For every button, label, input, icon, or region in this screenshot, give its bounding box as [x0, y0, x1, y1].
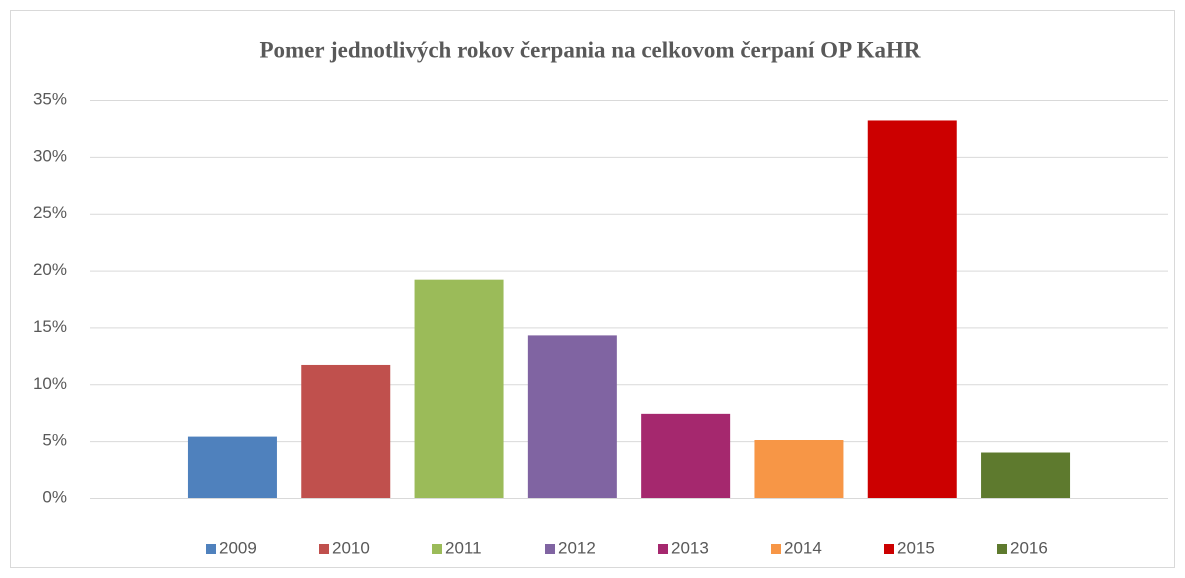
- legend-label: 2011: [445, 538, 482, 557]
- legend-label: 2009: [219, 538, 257, 557]
- legend-label: 2013: [671, 538, 709, 557]
- bar: [414, 279, 504, 498]
- legend-swatch: [997, 544, 1007, 554]
- legend-swatch: [206, 544, 216, 554]
- bar: [754, 440, 844, 498]
- legend-label: 2010: [332, 538, 370, 557]
- legend-swatch: [771, 544, 781, 554]
- y-tick-label: 30%: [33, 146, 67, 165]
- bar: [641, 413, 731, 498]
- legend-swatch: [432, 544, 442, 554]
- y-tick-label: 0%: [42, 487, 67, 506]
- y-tick-label: 15%: [33, 317, 67, 336]
- bar: [867, 120, 957, 499]
- chart-title: Pomer jednotlivých rokov čerpania na cel…: [260, 37, 921, 62]
- legend-label: 2012: [558, 538, 596, 557]
- y-tick-label: 10%: [33, 374, 67, 393]
- bar: [187, 436, 277, 498]
- bar: [981, 452, 1071, 498]
- legend-swatch: [658, 544, 668, 554]
- y-tick-label: 5%: [42, 431, 67, 450]
- legend-swatch: [545, 544, 555, 554]
- legend-label: 2016: [1010, 538, 1048, 557]
- legend-swatch: [319, 544, 329, 554]
- bar: [527, 335, 617, 498]
- legend-label: 2014: [784, 538, 822, 557]
- y-tick-label: 25%: [33, 203, 67, 222]
- legend-swatch: [884, 544, 894, 554]
- bar: [301, 364, 391, 498]
- y-tick-label: 35%: [33, 89, 67, 108]
- legend-label: 2015: [897, 538, 935, 557]
- y-tick-label: 20%: [33, 260, 67, 279]
